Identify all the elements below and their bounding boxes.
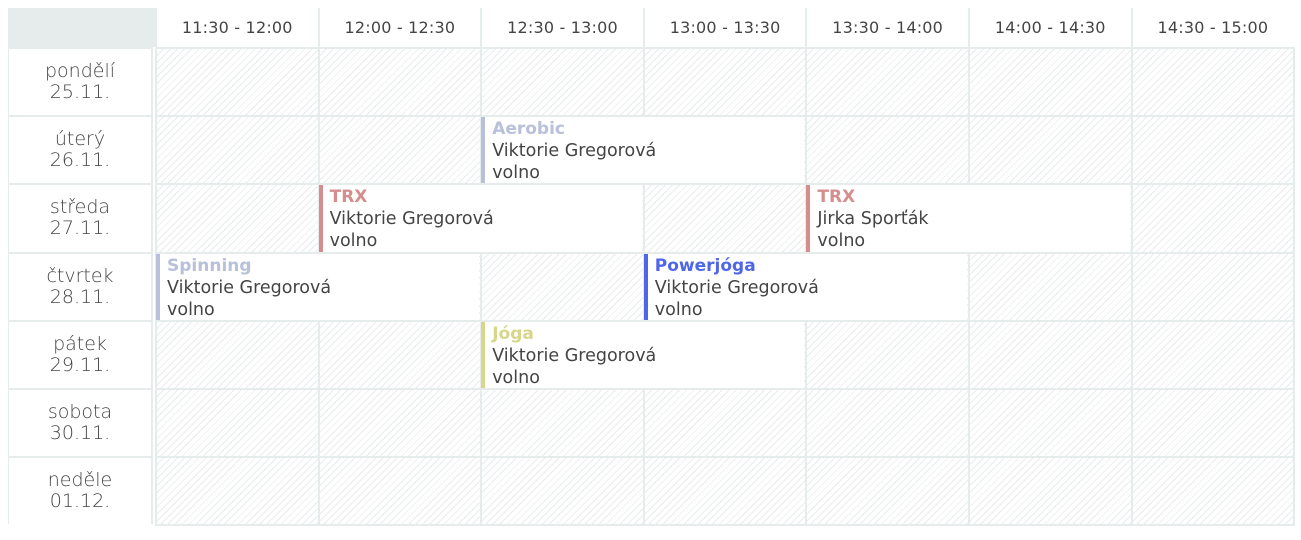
- day-label: pátek 29.11.: [8, 319, 153, 388]
- empty-slot: [968, 251, 1133, 322]
- day-name: sobota: [47, 401, 113, 424]
- day-label: sobota 30.11.: [8, 388, 153, 457]
- event-card[interactable]: Jóga Viktorie Gregorová volno: [481, 321, 805, 388]
- day-label: úterý 26.11.: [8, 115, 153, 184]
- event-instructor: Viktorie Gregorová: [329, 209, 494, 230]
- day-date: 25.11.: [49, 81, 111, 104]
- event-title: Aerobic: [492, 119, 566, 140]
- event-instructor: Viktorie Gregorová: [167, 277, 332, 298]
- event-status: volno: [817, 231, 866, 252]
- empty-slot: [1130, 183, 1296, 254]
- event-title: Spinning: [167, 255, 252, 276]
- empty-slot: [968, 456, 1133, 527]
- event-status: volno: [492, 163, 540, 184]
- time-slot-header: 13:30 - 14:00: [805, 8, 968, 47]
- empty-slot: [642, 456, 808, 527]
- time-slot-header: 14:30 - 15:00: [1130, 8, 1294, 47]
- empty-slot: [805, 47, 970, 118]
- event-card[interactable]: Spinning Viktorie Gregorová volno: [156, 253, 480, 320]
- empty-slot: [1130, 456, 1296, 527]
- day-date: 28.11.: [49, 285, 111, 308]
- day-label: pondělí 25.11.: [8, 47, 153, 116]
- event-instructor: Viktorie Gregorová: [492, 345, 657, 366]
- event-card[interactable]: Aerobic Viktorie Gregorová volno: [481, 117, 805, 184]
- day-name: pátek: [53, 332, 107, 355]
- empty-slot: [968, 115, 1133, 186]
- empty-slot: [155, 388, 320, 459]
- empty-slot: [480, 388, 645, 459]
- day-label: čtvrtek 28.11.: [8, 251, 153, 320]
- time-slot-header: 11:30 - 12:00: [155, 8, 318, 47]
- empty-slot: [317, 388, 483, 459]
- time-slot-header: 12:00 - 12:30: [317, 8, 481, 47]
- event-status: volno: [167, 299, 215, 320]
- empty-slot: [155, 319, 320, 390]
- event-instructor: Viktorie Gregorová: [654, 277, 819, 298]
- event-card[interactable]: TRX Viktorie Gregorová volno: [318, 185, 642, 252]
- empty-slot: [317, 47, 483, 118]
- day-name: čtvrtek: [46, 264, 114, 287]
- day-date: 01.12.: [49, 490, 111, 513]
- empty-slot: [480, 251, 645, 322]
- event-status: volno: [329, 231, 378, 252]
- header-corner: [8, 8, 155, 47]
- day-label: neděle 01.12.: [8, 456, 153, 525]
- empty-slot: [968, 47, 1133, 118]
- event-title: TRX: [329, 187, 368, 208]
- event-status: volno: [492, 367, 540, 388]
- day-date: 27.11.: [49, 217, 111, 240]
- empty-slot: [805, 388, 970, 459]
- day-date: 29.11.: [49, 353, 111, 376]
- empty-slot: [480, 47, 645, 118]
- empty-slot: [1130, 251, 1296, 322]
- event-instructor: Viktorie Gregorová: [492, 141, 657, 162]
- empty-slot: [805, 319, 970, 390]
- empty-slot: [642, 47, 808, 118]
- day-label: středa 27.11.: [8, 183, 153, 252]
- empty-slot: [1130, 47, 1296, 118]
- event-card[interactable]: TRX Jirka Sporťák volno: [806, 185, 1130, 252]
- empty-slot: [805, 115, 970, 186]
- day-date: 26.11.: [49, 149, 111, 172]
- day-date: 30.11.: [49, 422, 111, 445]
- event-card[interactable]: Powerjóga Viktorie Gregorová volno: [643, 253, 967, 320]
- empty-slot: [968, 319, 1133, 390]
- empty-slot: [317, 319, 483, 390]
- day-name: středa: [49, 196, 111, 219]
- empty-slot: [155, 47, 320, 118]
- event-status: volno: [654, 299, 703, 320]
- empty-slot: [155, 115, 320, 186]
- empty-slot: [317, 115, 483, 186]
- empty-slot: [642, 388, 808, 459]
- time-slot-header: 13:00 - 13:30: [642, 8, 806, 47]
- day-name: neděle: [47, 469, 113, 492]
- day-name: pondělí: [44, 60, 116, 83]
- event-title: Jóga: [492, 323, 534, 344]
- time-slot-header: 14:00 - 14:30: [968, 8, 1131, 47]
- empty-slot: [642, 183, 808, 254]
- empty-slot: [1130, 319, 1296, 390]
- empty-slot: [1130, 115, 1296, 186]
- empty-slot: [480, 456, 645, 527]
- event-title: Powerjóga: [654, 255, 756, 276]
- empty-slot: [317, 456, 483, 527]
- event-instructor: Jirka Sporťák: [817, 209, 929, 230]
- schedule-grid: 11:30 - 12:00 12:00 - 12:30 12:30 - 13:00 1…: [8, 8, 1296, 532]
- day-name: úterý: [54, 128, 106, 151]
- empty-slot: [968, 388, 1133, 459]
- time-slot-header: 12:30 - 13:00: [480, 8, 643, 47]
- empty-slot: [1130, 388, 1296, 459]
- empty-slot: [155, 183, 320, 254]
- empty-slot: [155, 456, 320, 527]
- event-title: TRX: [817, 187, 856, 208]
- empty-slot: [805, 456, 970, 527]
